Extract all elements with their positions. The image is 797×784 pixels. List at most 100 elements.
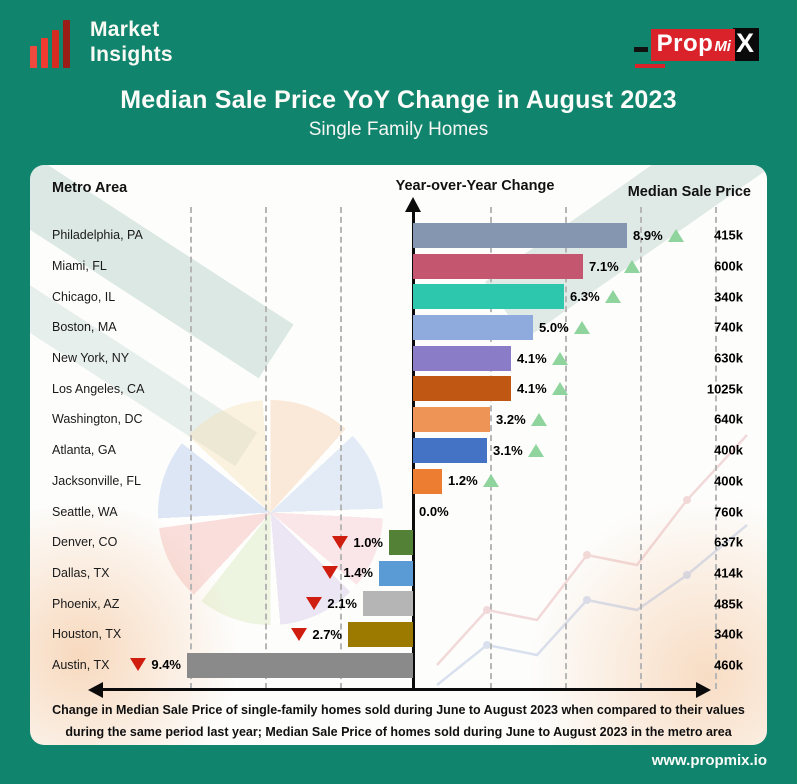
bar-chart-logo-icon [30,14,80,70]
column-header-metro-area: Metro Area [52,180,128,196]
metro-label: Chicago, IL [52,289,116,304]
yoy-percent-label: 8.9% [633,227,663,243]
gridline [190,207,192,689]
propmix-mi-text: Mi [714,37,731,55]
yoy-bar [348,621,413,647]
down-triangle-icon [306,597,323,611]
logo-bar-1 [30,46,37,68]
metro-label: Boston, MA [52,320,117,335]
chart-row: New York, NY 4.1% 630k [30,343,767,374]
gridline [640,207,642,689]
yoy-percent-label: 1.4% [343,565,373,581]
chart-row: Boston, MA 5.0% 740k [30,312,767,343]
column-header-yoy-change: Year-over-Year Change [395,178,555,194]
propmix-logo: Prop Mi X [633,28,759,68]
logo-bar-4 [63,20,70,68]
logo-bar-3 [52,30,59,68]
propmix-underline [634,63,665,68]
brand-name-line2: Insights [90,43,173,66]
y-axis-arrow-icon [405,197,421,212]
footnote-line1: Change in Median Sale Price of single-fa… [52,703,745,717]
propmix-prop-text: Prop [656,29,714,57]
yoy-value-group: 9.4% [130,650,181,681]
metro-label: Seattle, WA [52,504,118,519]
median-sale-price-value: 600k [714,258,743,274]
yoy-value-group: 3.2% [496,404,547,435]
median-sale-price-value: 414k [714,565,743,581]
yoy-bar [413,315,533,341]
metro-label: Miami, FL [52,259,107,274]
median-sale-price-value: 1025k [706,381,743,397]
yoy-value-group: 1.0% [332,527,383,558]
yoy-percent-label: 3.1% [493,442,523,458]
yoy-bar [413,376,511,402]
median-sale-price-value: 340k [714,626,743,642]
propmix-wordmark: Prop Mi [634,28,735,68]
up-triangle-icon [530,412,547,426]
yoy-percent-label: 1.2% [448,473,478,489]
yoy-bar [413,253,583,279]
median-sale-price-value: 340k [714,289,743,305]
down-triangle-icon [291,627,308,641]
metro-label: Denver, CO [52,535,118,550]
metro-label: Philadelphia, PA [52,228,143,243]
median-sale-price-value: 460k [714,657,743,673]
chart-row: Philadelphia, PA 8.9% 415k [30,220,767,251]
gridline [340,207,342,689]
gridline [490,207,492,689]
up-triangle-icon [573,320,590,334]
yoy-bar [413,284,564,310]
footnote-line2: during the same period last year; Median… [65,725,732,739]
yoy-percent-label: 2.1% [327,596,357,612]
metro-label: New York, NY [52,351,130,366]
chart-row: Miami, FL 7.1% 600k [30,251,767,282]
x-axis-right-arrow-icon [696,681,711,698]
propmix-x-text: X [732,28,759,61]
yoy-percent-label: 9.4% [151,657,181,673]
brand-name-line1: Market [90,18,160,41]
median-sale-price-value: 415k [714,227,743,243]
yoy-percent-label: 6.3% [570,289,600,305]
page-subtitle: Single Family Homes [308,119,489,140]
yoy-bar [413,345,511,371]
yoy-value-group: 4.1% [517,343,568,374]
yoy-value-group: 6.3% [570,281,621,312]
median-sale-price-value: 760k [714,504,743,520]
chart-row: Seattle, WA 0.0% 760k [30,496,767,527]
brand-name: Market Insights [90,17,173,67]
yoy-value-group: 0.0% [419,496,449,527]
yoy-bar [379,560,413,586]
yoy-value-group: 2.7% [291,619,342,650]
median-sale-price-value: 485k [714,596,743,612]
metro-label: Dallas, TX [52,565,110,580]
up-triangle-icon [551,351,568,365]
yoy-value-group: 1.4% [322,558,373,589]
down-triangle-icon [130,658,147,672]
median-sale-price-value: 740k [714,319,743,335]
yoy-value-group: 8.9% [633,220,684,251]
yoy-bar [413,407,490,433]
yoy-percent-label: 4.1% [517,350,547,366]
yoy-value-group: 5.0% [539,312,590,343]
up-triangle-icon [551,382,568,396]
metro-label: Jacksonville, FL [52,473,141,488]
yoy-bar [413,468,442,494]
median-sale-price-value: 640k [714,411,743,427]
yoy-value-group: 2.1% [306,588,357,619]
chart-row: Houston, TX 2.7% 340k [30,619,767,650]
yoy-percent-label: 4.1% [517,381,547,397]
yoy-value-group: 3.1% [493,435,544,466]
chart-card: Metro Area Year-over-Year Change Median … [30,165,767,745]
yoy-bar [413,223,627,248]
chart-rows: Philadelphia, PA 8.9% 415k Miami, FL 7.1% 600… [30,220,767,680]
metro-label: Houston, TX [52,627,122,642]
column-header-median-sale-price: Median Sale Price [627,184,751,200]
chart-row: Denver, CO 1.0% 637k [30,527,767,558]
down-triangle-icon [332,535,349,549]
metro-label: Los Angeles, CA [52,381,145,396]
chart-row: Atlanta, GA 3.1% 400k [30,435,767,466]
up-triangle-icon [667,228,684,242]
website-link[interactable]: www.propmix.io [651,752,767,769]
yoy-percent-label: 1.0% [353,534,383,550]
